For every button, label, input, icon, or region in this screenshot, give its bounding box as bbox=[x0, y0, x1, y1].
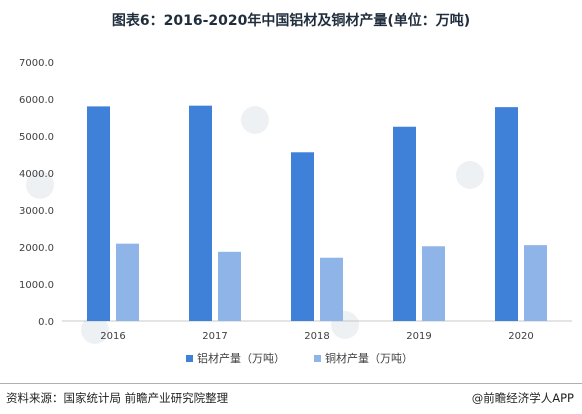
x-tick-label: 2018 bbox=[304, 331, 329, 342]
legend: 铝材产量（万吨） 铜材产量（万吨） bbox=[186, 351, 413, 365]
y-tick-label: 4000.0 bbox=[19, 169, 54, 180]
y-tick-label: 0.0 bbox=[38, 317, 54, 328]
x-tick-label: 2020 bbox=[508, 331, 533, 342]
y-tick-label: 5000.0 bbox=[19, 132, 54, 143]
source-note: 资料来源：国家统计局 前瞻产业研究院整理 bbox=[6, 391, 229, 405]
bar-copper bbox=[320, 257, 343, 321]
watermark-logo-icon bbox=[26, 171, 54, 199]
x-axis-labels: 2016 2017 2018 2019 2020 bbox=[100, 331, 533, 342]
y-tick-label: 3000.0 bbox=[19, 206, 54, 217]
y-tick-label: 7000.0 bbox=[19, 58, 54, 69]
legend-swatch-aluminum bbox=[186, 355, 193, 362]
y-tick-label: 2000.0 bbox=[19, 243, 54, 254]
bar-copper bbox=[524, 245, 547, 321]
chart-title: 图表6：2016-2020年中国铝材及铜材产量(单位：万吨) bbox=[111, 13, 471, 29]
bar-chart: 0.0 1000.0 2000.0 3000.0 4000.0 5000.0 6000.0 7… bbox=[19, 58, 572, 365]
legend-label-copper: 铜材产量（万吨） bbox=[325, 351, 413, 365]
bar-copper bbox=[422, 246, 445, 321]
watermark-logo-icon bbox=[241, 106, 269, 134]
bar-copper bbox=[218, 251, 241, 321]
bar-aluminum bbox=[87, 106, 110, 322]
y-tick-label: 1000.0 bbox=[19, 280, 54, 291]
x-tick-label: 2019 bbox=[406, 331, 431, 342]
watermark-logo-icon bbox=[456, 161, 484, 189]
bar-aluminum bbox=[189, 105, 212, 321]
watermark-layer bbox=[26, 106, 484, 344]
bar-aluminum bbox=[495, 107, 518, 321]
footer: 资料来源：国家统计局 前瞻产业研究院整理 @前瞻经济学人APP bbox=[0, 383, 582, 414]
brand-credit: @前瞻经济学人APP bbox=[471, 391, 574, 405]
legend-label-aluminum: 铝材产量（万吨） bbox=[197, 351, 285, 365]
y-axis-ticks: 0.0 1000.0 2000.0 3000.0 4000.0 5000.0 6000.0 7… bbox=[19, 58, 54, 328]
bar-aluminum bbox=[291, 152, 314, 321]
legend-swatch-copper bbox=[314, 355, 321, 362]
bar-copper bbox=[116, 243, 139, 321]
bars-group bbox=[87, 105, 547, 322]
bar-aluminum bbox=[393, 126, 416, 321]
x-tick-label: 2017 bbox=[202, 331, 227, 342]
y-tick-label: 6000.0 bbox=[19, 95, 54, 106]
x-tick-label: 2016 bbox=[100, 331, 125, 342]
watermark-logo-icon bbox=[81, 316, 109, 344]
